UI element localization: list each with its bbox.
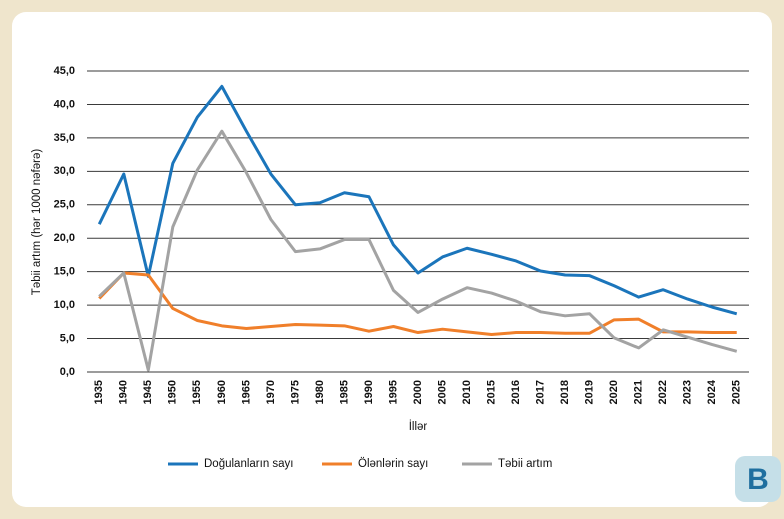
x-tick-label: 2015 (485, 380, 497, 404)
x-tick-label: 2023 (682, 380, 694, 404)
series-line (97, 84, 738, 316)
x-tick-label: 1950 (167, 380, 179, 404)
x-tick-label: 2025 (731, 380, 743, 404)
y-tick-label: 20,0 (54, 232, 75, 244)
x-tick-label: 1945 (142, 380, 154, 404)
x-axis-title: İllər (409, 420, 428, 433)
y-tick-label: 10,0 (54, 299, 75, 311)
legend-label: Doğulanların sayı (204, 458, 294, 470)
series-line (98, 129, 738, 372)
legend-label: Təbii artım (498, 458, 552, 470)
x-tick-label: 2016 (510, 380, 522, 404)
x-tick-label: 2005 (436, 380, 448, 404)
y-tick-label: 0,0 (60, 366, 75, 378)
x-tick-label: 2018 (559, 380, 571, 404)
badge: B (747, 463, 769, 496)
y-tick-label: 30,0 (54, 165, 75, 177)
panel (12, 12, 772, 507)
x-tick-label: 1960 (216, 380, 228, 404)
badge-box (735, 456, 781, 502)
x-tick-label: 2024 (706, 379, 718, 404)
x-tick-label: 2019 (584, 380, 596, 404)
x-tick-label: 1970 (265, 380, 277, 404)
x-tick-label: 1985 (338, 380, 350, 404)
y-tick-label: 40,0 (54, 98, 75, 110)
x-tick-label: 2020 (608, 380, 620, 404)
x-tick-label: 1940 (118, 380, 130, 404)
x-tick-label: 1955 (191, 380, 203, 404)
y-tick-label: 45,0 (54, 65, 75, 77)
x-tick-label: 1935 (93, 380, 105, 404)
x-tick-label: 2010 (461, 380, 473, 404)
x-tick-label: 2017 (534, 380, 546, 404)
y-tick-label: 5,0 (60, 332, 75, 344)
series-line (98, 271, 737, 337)
legend-label: Ölənlərin sayı (358, 458, 428, 470)
x-tick-label: 2021 (633, 380, 645, 404)
x-tick-label: 2022 (657, 380, 669, 404)
x-tick-label: 1990 (363, 380, 375, 404)
y-axis-title: Təbii artım (hər 1000 nəfərə) (31, 149, 43, 296)
y-tick-label: 15,0 (54, 266, 75, 278)
x-tick-label: 1975 (289, 380, 301, 404)
x-tick-label: 2000 (412, 380, 424, 404)
x-tick-label: 1995 (387, 380, 399, 404)
y-tick-label: 35,0 (54, 132, 75, 144)
x-tick-label: 1980 (314, 380, 326, 404)
y-tick-label: 25,0 (54, 199, 75, 211)
x-tick-label: 1965 (240, 380, 252, 404)
